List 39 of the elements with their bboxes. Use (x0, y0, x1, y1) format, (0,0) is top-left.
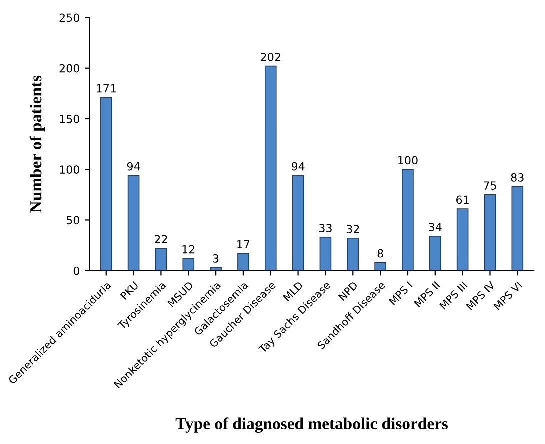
bar (484, 194, 496, 271)
data-label: 33 (320, 224, 332, 233)
data-label: 32 (346, 225, 360, 234)
bar (402, 169, 414, 271)
data-label: 83 (511, 173, 524, 182)
bar (264, 66, 277, 271)
data-label: 22 (154, 235, 168, 244)
bar (347, 238, 360, 271)
bar (320, 237, 332, 271)
data-label: 94 (127, 162, 140, 171)
data-label: 171 (96, 84, 116, 93)
data-label: 17 (238, 240, 250, 249)
data-label: 61 (456, 196, 469, 204)
bar (155, 248, 168, 271)
bar (128, 175, 140, 271)
x-axis-title: Type of diagnosed metabolic disorders (176, 418, 448, 434)
bar (456, 208, 469, 271)
data-label: 12 (182, 245, 195, 254)
bar (100, 97, 112, 271)
bar (429, 236, 442, 271)
bar (292, 175, 304, 271)
data-label: 8 (378, 249, 384, 258)
y-tick-label: 200 (60, 64, 80, 73)
data-label: 3 (213, 254, 219, 263)
data-label: 75 (484, 182, 496, 190)
bar (512, 186, 524, 271)
y-tick-label: 0 (74, 266, 80, 276)
y-tick-label: 100 (60, 166, 80, 174)
data-label: 34 (429, 223, 442, 232)
y-axis-title: Number of patients (30, 76, 46, 213)
bar (374, 262, 386, 271)
data-label: 202 (261, 53, 280, 62)
y-tick-label: 50 (66, 216, 80, 225)
bar (182, 258, 195, 271)
data-label: 94 (292, 162, 305, 171)
bar (238, 253, 250, 271)
y-tick-label: 150 (60, 114, 80, 124)
data-label: 100 (398, 156, 418, 165)
y-tick-label: 250 (60, 14, 80, 22)
